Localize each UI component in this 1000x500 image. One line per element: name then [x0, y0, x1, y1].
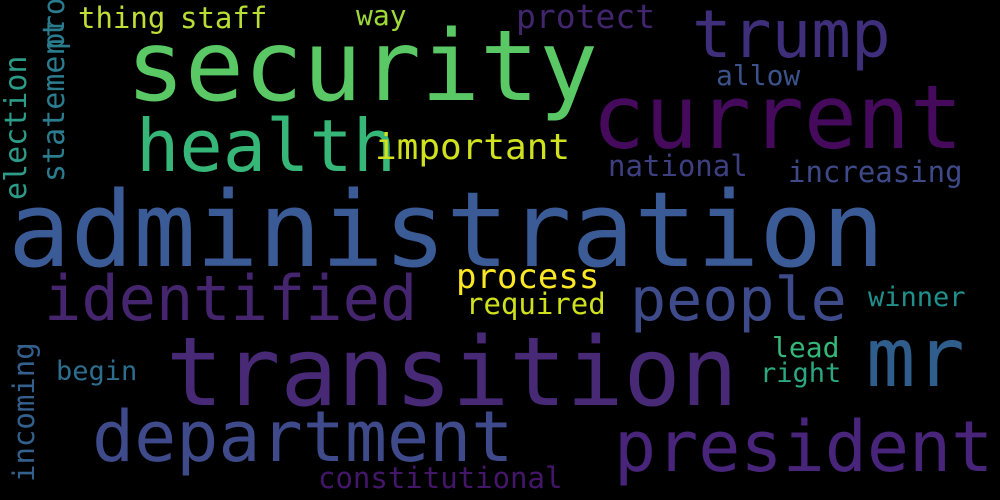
word-health: health	[136, 104, 397, 188]
word-winner: winner	[868, 282, 966, 313]
word-identified: identified	[44, 262, 418, 335]
word-protect-vertical: protect	[37, 0, 71, 50]
word-transition: transition	[166, 318, 738, 428]
word-security: security	[126, 10, 599, 124]
word-constitutional: constitutional	[318, 461, 563, 495]
word-current: current	[592, 66, 963, 169]
word-incoming: incoming	[7, 342, 41, 482]
word-lead: lead	[772, 331, 840, 364]
word-national: national	[608, 149, 748, 183]
word-trump: trump	[692, 0, 891, 73]
word-begin: begin	[56, 356, 138, 387]
word-president: president	[614, 406, 994, 488]
word-process: process	[456, 257, 600, 297]
word-staff: staff	[180, 1, 268, 35]
word-election: election	[0, 55, 34, 201]
word-right: right	[760, 358, 842, 389]
word-administration: administration	[8, 169, 885, 291]
word-increasing: increasing	[788, 155, 963, 189]
word-people: people	[630, 265, 847, 335]
word-protect: protect	[516, 0, 656, 36]
word-required: required	[466, 287, 606, 321]
word-department: department	[92, 396, 514, 478]
word-important: important	[375, 127, 571, 168]
word-allow: allow	[716, 59, 801, 92]
word-way: way	[356, 0, 407, 32]
word-mr: mr	[866, 311, 965, 406]
word-thing: thing	[78, 1, 166, 35]
